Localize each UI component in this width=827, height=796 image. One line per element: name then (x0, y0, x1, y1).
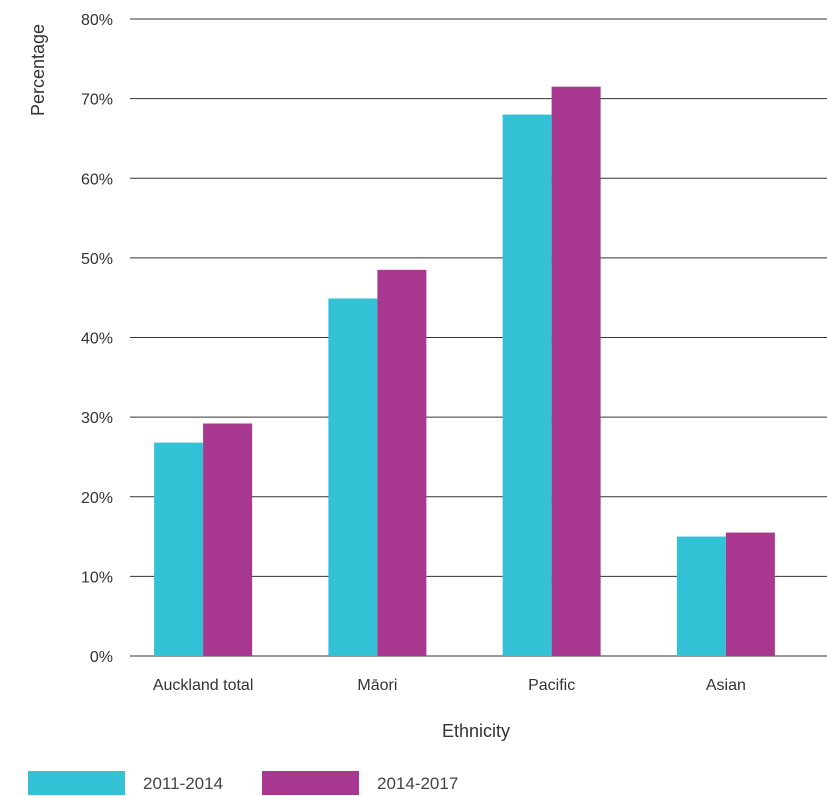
bar (203, 423, 253, 656)
legend-label: 2014-2017 (377, 774, 458, 793)
x-tick-label: Asian (706, 677, 746, 694)
x-tick-label: Pacific (528, 677, 575, 694)
bar (502, 114, 552, 657)
bar (725, 532, 775, 656)
bars (154, 86, 775, 657)
y-tick-label: 80% (81, 12, 113, 29)
y-tick-label: 30% (81, 410, 113, 427)
bar (328, 298, 378, 656)
x-axis-ticks: Auckland total Māori Pacific Asian (153, 677, 746, 694)
legend-label: 2011-2014 (143, 774, 223, 793)
y-tick-label: 60% (81, 171, 113, 188)
bar (551, 86, 601, 656)
y-tick-label: 40% (81, 331, 113, 348)
y-axis-title: Percentage (28, 24, 48, 116)
y-tick-label: 20% (81, 490, 113, 507)
y-tick-label: 10% (81, 569, 113, 586)
legend: 2011-2014 2014-2017 (28, 771, 458, 795)
x-tick-label: Auckland total (153, 677, 254, 694)
y-axis-ticks: 0% 10% 20% 30% 40% 50% 60% 70% 80% (81, 12, 113, 666)
y-tick-label: 70% (81, 92, 113, 109)
legend-swatch (28, 771, 125, 795)
y-tick-label: 0% (90, 649, 113, 666)
legend-swatch (262, 771, 359, 795)
bar (377, 269, 427, 656)
bar (154, 442, 204, 656)
y-tick-label: 50% (81, 251, 113, 268)
bar (676, 536, 726, 656)
x-axis-title: Ethnicity (442, 721, 510, 741)
x-tick-label: Māori (357, 677, 397, 694)
